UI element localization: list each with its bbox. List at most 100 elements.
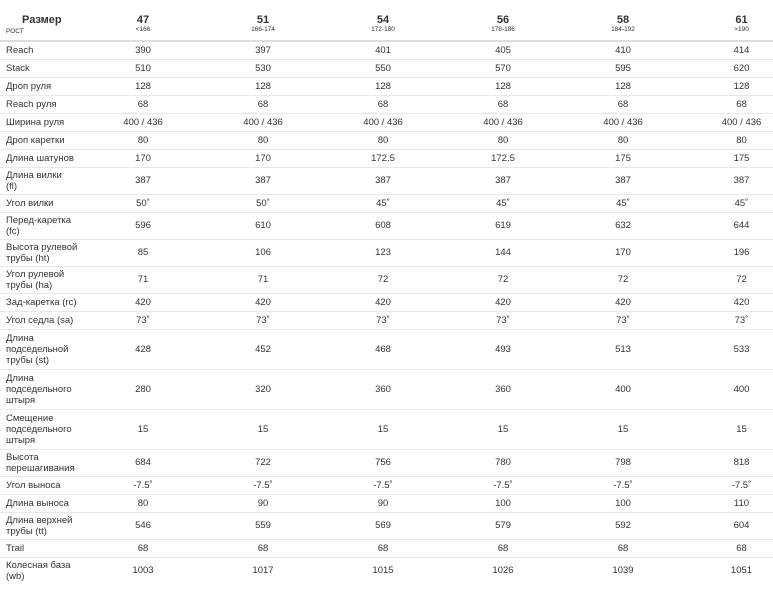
table-row: Ширина руля 400 / 436 400 / 436 400 / 436 40… (0, 112, 773, 131)
height-range: 166-174 (251, 26, 275, 33)
cell-value: 68 (80, 538, 200, 557)
cell-value: 360 (440, 368, 560, 409)
row-label: Колесная база (wb) (0, 556, 80, 584)
table-row: Угол выноса -7.5˚ -7.5˚ -7.5˚ -7.5˚ -7.5˚ -7.5… (0, 475, 773, 494)
row-label: Длина подседельного штыря (0, 368, 80, 409)
cell-value: 45˚ (320, 193, 440, 212)
cell-value: 420 (200, 292, 320, 311)
cell-value: 320 (200, 368, 320, 409)
row-label: Дроп каретки (0, 130, 80, 149)
row-label: Reach (0, 40, 80, 59)
cell-value: 1017 (200, 556, 320, 584)
row-label: Длина подседельной трубы (st) (0, 328, 80, 369)
cell-value: 128 (320, 76, 440, 95)
cell-value: 592 (560, 511, 680, 539)
row-label: Дроп руля (0, 76, 80, 95)
cell-value: 387 (440, 166, 560, 194)
cell-value: 68 (200, 94, 320, 113)
cell-value: 15 (440, 408, 560, 449)
cell-value: 559 (200, 511, 320, 539)
table-row: Длина подседельной трубы (st) 428 452 468 493 5… (0, 328, 773, 369)
cell-value: -7.5˚ (200, 475, 320, 494)
cell-value: 684 (80, 448, 200, 476)
row-label: Угол седла (sa) (0, 310, 80, 329)
cell-value: 414 (680, 40, 773, 59)
row-label: Trail (0, 538, 80, 557)
cell-value: 420 (320, 292, 440, 311)
table-row: Угол седла (sa) 73˚ 73˚ 73˚ 73˚ 73˚ 73˚ (0, 310, 773, 329)
cell-value: 68 (440, 538, 560, 557)
height-range: >190 (734, 26, 749, 33)
row-label: Reach руля (0, 94, 80, 113)
cell-value: 15 (80, 408, 200, 449)
cell-value: 15 (680, 408, 773, 449)
cell-value: 73˚ (680, 310, 773, 329)
cell-value: 756 (320, 448, 440, 476)
table-row: Trail 68 68 68 68 68 68 (0, 538, 773, 557)
cell-value: 68 (680, 538, 773, 557)
table-row: Зад-каретка (rc) 420 420 420 420 420 420 (0, 292, 773, 311)
cell-value: 80 (80, 130, 200, 149)
cell-value: 468 (320, 328, 440, 369)
row-label: Зад-каретка (rc) (0, 292, 80, 311)
cell-value: 420 (680, 292, 773, 311)
table-row: Дроп руля 128 128 128 128 128 128 (0, 76, 773, 95)
cell-value: 610 (200, 211, 320, 239)
cell-value: 73˚ (200, 310, 320, 329)
cell-value: 68 (320, 538, 440, 557)
height-range: 172-180 (371, 26, 395, 33)
row-label: Длина вилки (fl) (0, 166, 80, 194)
cell-value: 90 (320, 493, 440, 512)
size-header: 61 (735, 14, 748, 26)
cell-value: 390 (80, 40, 200, 59)
cell-value: 71 (200, 265, 320, 293)
height-range: <166 (135, 26, 151, 33)
cell-value: 405 (440, 40, 560, 59)
cell-value: 1026 (440, 556, 560, 584)
cell-value: 596 (80, 211, 200, 239)
cell-value: 128 (200, 76, 320, 95)
cell-value: 780 (440, 448, 560, 476)
cell-value: 123 (320, 238, 440, 266)
table-row: Длина верхней трубы (tt) 546 559 569 579 592 60… (0, 511, 773, 539)
cell-value: 798 (560, 448, 680, 476)
cell-value: 644 (680, 211, 773, 239)
cell-value: 1003 (80, 556, 200, 584)
cell-value: 620 (680, 58, 773, 77)
cell-value: 387 (200, 166, 320, 194)
cell-value: 45˚ (680, 193, 773, 212)
cell-value: 400 (560, 368, 680, 409)
cell-value: 550 (320, 58, 440, 77)
cell-value: 530 (200, 58, 320, 77)
cell-value: 510 (80, 58, 200, 77)
table-row: Колесная база (wb) 1003 1017 1015 1026 1039 105… (0, 556, 773, 584)
cell-value: 401 (320, 40, 440, 59)
table-row: Длина подседельного штыря 280 320 360 360 400 40… (0, 368, 773, 409)
size-header: 58 (616, 14, 630, 26)
cell-value: 50˚ (200, 193, 320, 212)
cell-value: 71 (80, 265, 200, 293)
height-range: 184-192 (611, 26, 635, 33)
cell-value: 387 (80, 166, 200, 194)
cell-value: 73˚ (440, 310, 560, 329)
cell-value: 175 (560, 148, 680, 167)
row-label: Длина шатунов (0, 148, 80, 167)
cell-value: 400 / 436 (320, 112, 440, 131)
cell-value: 100 (440, 493, 560, 512)
geometry-table: Размер 47 51 54 56 58 61 РОСТ <166 166-174 172-18… (0, 14, 773, 584)
cell-value: 1039 (560, 556, 680, 584)
cell-value: 400 / 436 (200, 112, 320, 131)
table-row: Reach руля 68 68 68 68 68 68 (0, 94, 773, 113)
cell-value: 68 (200, 538, 320, 557)
cell-value: 172.5 (440, 148, 560, 167)
table-row: Длина выноса 80 90 90 100 100 110 (0, 493, 773, 512)
cell-value: 68 (80, 94, 200, 113)
cell-value: 595 (560, 58, 680, 77)
cell-value: 579 (440, 511, 560, 539)
cell-value: 100 (560, 493, 680, 512)
row-label: Угол вилки (0, 193, 80, 212)
cell-value: 90 (200, 493, 320, 512)
row-label: Высота рулевой трубы (ht) (0, 238, 80, 266)
cell-value: 15 (320, 408, 440, 449)
cell-value: 172.5 (320, 148, 440, 167)
